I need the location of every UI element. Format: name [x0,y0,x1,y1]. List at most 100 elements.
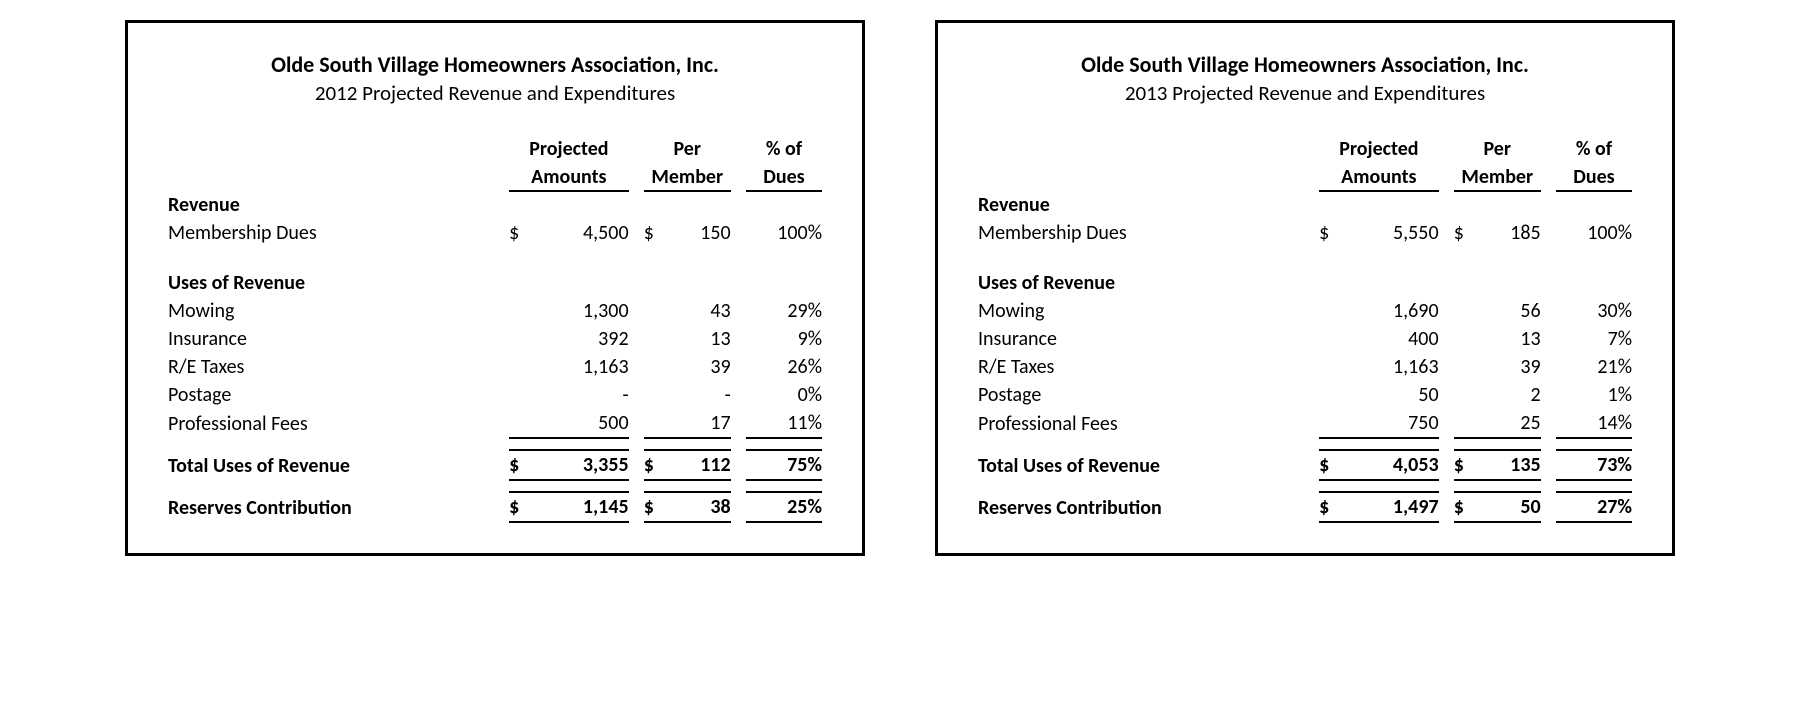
budget-panel-2012: Olde South Village Homeowners Associatio… [125,20,865,556]
row-pct: 1% [1556,381,1632,409]
row-per: 2 [1476,381,1541,409]
reserves-row: Reserves Contribution $ 1,497 $ 50 27% [978,492,1632,522]
row-amount: 392 [531,325,629,353]
total-uses-label: Total Uses of Revenue [978,450,1304,480]
row-pct: 30% [1556,297,1632,325]
reserves-label: Reserves Contribution [978,492,1304,522]
reserves-per: 38 [666,492,731,522]
currency-symbol: $ [644,450,666,480]
total-pct: 73% [1556,450,1632,480]
row-per: 43 [666,297,731,325]
uses-label: Uses of Revenue [978,269,1304,297]
row-amount: 5,550 [1341,219,1439,247]
revenue-section-header: Revenue [168,191,822,219]
col-pct-l2: Dues [1556,163,1632,191]
row-amount: 4,500 [531,219,629,247]
row-per: 25 [1476,409,1541,438]
financial-table: Projected Per % of Amounts Member Dues R… [978,135,1632,523]
currency-symbol: $ [644,492,666,522]
row-pct: 26% [746,353,822,381]
column-header-row-1: Projected Per % of [168,135,822,163]
col-projected-l2: Amounts [509,163,628,191]
row-pct: 7% [1556,325,1632,353]
row-label: Membership Dues [168,219,494,247]
row-label: Postage [168,381,494,409]
uses-row: Postage - - 0% [168,381,822,409]
column-header-row-1: Projected Per % of [978,135,1632,163]
total-pct: 75% [746,450,822,480]
uses-row: Postage 50 2 1% [978,381,1632,409]
row-label: R/E Taxes [168,353,494,381]
row-amount: 50 [1341,381,1439,409]
row-pct: 100% [1556,219,1632,247]
row-pct: 14% [1556,409,1632,438]
budget-panel-2013: Olde South Village Homeowners Associatio… [935,20,1675,556]
row-pct: 11% [746,409,822,438]
financial-table: Projected Per % of Amounts Member Dues R… [168,135,822,523]
revenue-label: Revenue [168,191,494,219]
row-pct: 0% [746,381,822,409]
uses-row: Insurance 400 13 7% [978,325,1632,353]
col-per-l2: Member [1454,163,1541,191]
row-per: - [666,381,731,409]
row-label: Professional Fees [978,409,1304,438]
revenue-section-header: Revenue [978,191,1632,219]
report-subtitle: 2012 Projected Revenue and Expenditures [168,80,822,107]
row-pct: 29% [746,297,822,325]
row-pct: 100% [746,219,822,247]
row-amount: 1,690 [1341,297,1439,325]
column-header-row-2: Amounts Member Dues [978,163,1632,191]
currency-symbol: $ [1454,450,1476,480]
panel-title-block: Olde South Village Homeowners Associatio… [978,51,1632,107]
currency-symbol: $ [1454,219,1476,247]
reserves-pct: 27% [1556,492,1632,522]
reserves-label: Reserves Contribution [168,492,494,522]
report-subtitle: 2013 Projected Revenue and Expenditures [978,80,1632,107]
row-amount: 1,300 [531,297,629,325]
col-pct-l2: Dues [746,163,822,191]
reserves-row: Reserves Contribution $ 1,145 $ 38 25% [168,492,822,522]
row-per: 56 [1476,297,1541,325]
revenue-row: Membership Dues $ 5,550 $ 185 100% [978,219,1632,247]
reserves-amount: 1,497 [1341,492,1439,522]
row-amount: 500 [531,409,629,438]
col-projected-l1: Projected [1319,135,1438,163]
row-label: Mowing [978,297,1304,325]
row-per: 13 [666,325,731,353]
row-amount: 1,163 [1341,353,1439,381]
col-per-l2: Member [644,163,731,191]
reserves-pct: 25% [746,492,822,522]
row-per: 39 [666,353,731,381]
row-amount: 400 [1341,325,1439,353]
row-pct: 9% [746,325,822,353]
uses-row: Professional Fees 750 25 14% [978,409,1632,438]
row-label: Insurance [978,325,1304,353]
total-amount: 3,355 [531,450,629,480]
row-label: Postage [978,381,1304,409]
currency-symbol: $ [509,492,531,522]
col-per-l1: Per [1454,135,1541,163]
row-label: Insurance [168,325,494,353]
column-header-row-2: Amounts Member Dues [168,163,822,191]
row-per: 150 [666,219,731,247]
total-uses-label: Total Uses of Revenue [168,450,494,480]
revenue-row: Membership Dues $ 4,500 $ 150 100% [168,219,822,247]
currency-symbol: $ [509,450,531,480]
uses-row: Mowing 1,300 43 29% [168,297,822,325]
org-title: Olde South Village Homeowners Associatio… [978,51,1632,80]
total-uses-row: Total Uses of Revenue $ 3,355 $ 112 75% [168,450,822,480]
uses-row: R/E Taxes 1,163 39 26% [168,353,822,381]
currency-symbol: $ [1319,219,1341,247]
uses-label: Uses of Revenue [168,269,494,297]
uses-row: Mowing 1,690 56 30% [978,297,1632,325]
col-per-l1: Per [644,135,731,163]
currency-symbol: $ [1454,492,1476,522]
total-uses-row: Total Uses of Revenue $ 4,053 $ 135 73% [978,450,1632,480]
total-amount: 4,053 [1341,450,1439,480]
row-pct: 21% [1556,353,1632,381]
total-per: 112 [666,450,731,480]
col-projected-l2: Amounts [1319,163,1438,191]
uses-row: Professional Fees 500 17 11% [168,409,822,438]
row-label: Membership Dues [978,219,1304,247]
row-per: 185 [1476,219,1541,247]
